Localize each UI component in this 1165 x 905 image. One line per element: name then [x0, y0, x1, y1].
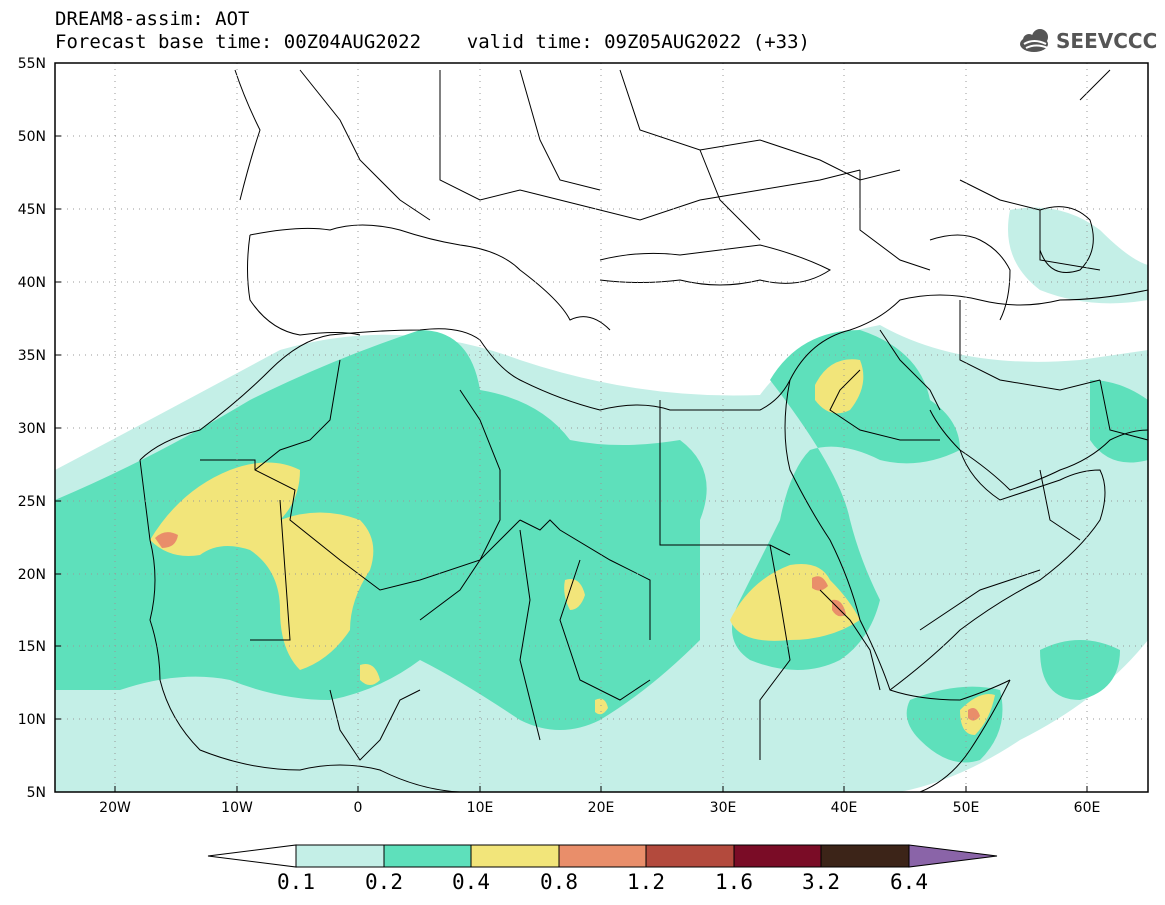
- lat-label: 20N: [18, 567, 46, 583]
- lat-label: 50N: [18, 129, 46, 145]
- border: [659, 400, 791, 556]
- lon-label: 10W: [221, 800, 253, 816]
- logo-text: SEEVCCC: [1056, 29, 1157, 53]
- border: [859, 170, 931, 271]
- colorbar: [207, 844, 998, 868]
- aot-level-0.4: [564, 579, 585, 610]
- border: [1099, 379, 1148, 441]
- coastline: [919, 679, 1011, 792]
- border: [299, 69, 431, 221]
- border: [819, 589, 881, 691]
- border: [419, 389, 501, 621]
- coastline: [247, 234, 361, 336]
- lon-label: 10E: [467, 800, 494, 816]
- lon-label: 30E: [710, 800, 737, 816]
- lat-label: 55N: [18, 56, 46, 72]
- lon-label: 60E: [1074, 800, 1101, 816]
- border: [254, 359, 341, 471]
- lon-labels: 20W 10W 0 10E 20E 30E 40E 50E 60E: [99, 800, 1100, 816]
- colorbar-swatch: [383, 844, 472, 868]
- colorbar-swatch: [820, 844, 910, 868]
- aot-level-0.4: [360, 664, 380, 685]
- coastline: [1039, 206, 1094, 273]
- border: [699, 149, 761, 241]
- coastline: [929, 234, 1011, 321]
- aot-level-0.4: [815, 359, 864, 414]
- border: [959, 179, 1041, 211]
- lon-label: 0: [354, 800, 363, 816]
- border: [439, 70, 861, 221]
- colorbar-over-arrow: [908, 844, 998, 868]
- colorbar-swatch: [733, 844, 822, 868]
- lon-label: 50E: [953, 800, 980, 816]
- lat-label: 25N: [18, 494, 46, 510]
- colorbar-swatch: [558, 844, 647, 868]
- colorbar-label: 0.1: [277, 870, 315, 894]
- aot-field: [55, 207, 1148, 792]
- colorbar-label: 1.2: [627, 870, 665, 894]
- aot-level-0.2: [1040, 640, 1120, 700]
- graticule: [55, 63, 1148, 792]
- aot-level-0.4: [150, 462, 374, 670]
- colorbar-swatch: [470, 844, 560, 868]
- border: [559, 559, 651, 701]
- colorbar-label: 1.6: [715, 870, 753, 894]
- coastline: [139, 459, 461, 792]
- border: [200, 459, 521, 591]
- map-subtitle: Forecast base time: 00Z04AUG2022 valid t…: [55, 31, 810, 53]
- colorbar-label: 3.2: [802, 870, 840, 894]
- aot-level-0.8: [812, 576, 828, 591]
- lat-label: 10N: [18, 712, 46, 728]
- coastline: [889, 409, 1106, 691]
- coastline: [234, 69, 261, 201]
- border: [759, 544, 791, 760]
- border: [519, 69, 601, 191]
- lon-label: 40E: [831, 800, 858, 816]
- border: [1079, 69, 1111, 101]
- colorbar-label: 6.4: [890, 870, 928, 894]
- coastline: [599, 244, 831, 286]
- colorbar-label: 0.4: [452, 870, 490, 894]
- border: [519, 519, 651, 640]
- coastline: [789, 289, 1148, 381]
- colorbar-label: 0.8: [540, 870, 578, 894]
- coastline: [249, 224, 611, 331]
- ticks: [55, 62, 1088, 793]
- border: [959, 300, 1101, 391]
- border: [879, 329, 941, 411]
- lat-label: 5N: [27, 785, 46, 801]
- lat-label: 15N: [18, 639, 46, 655]
- lat-labels: 55N 50N 45N 40N 35N 30N 25N 20N 15N 10N …: [18, 56, 46, 801]
- aot-level-0.1: [1008, 207, 1148, 304]
- aot-level-0.4: [730, 564, 860, 641]
- border: [619, 69, 901, 181]
- coastline: [784, 379, 1011, 701]
- lat-label: 40N: [18, 275, 46, 291]
- border: [329, 689, 421, 761]
- lon-label: 20E: [588, 800, 615, 816]
- border: [1039, 469, 1081, 541]
- aot-level-0.4: [595, 698, 608, 715]
- aot-level-0.2: [55, 330, 707, 730]
- cloud-icon: [1020, 29, 1049, 52]
- colorbar-label: 0.2: [365, 870, 403, 894]
- colorbar-under-arrow: [207, 844, 297, 868]
- border: [519, 529, 541, 741]
- lat-label: 45N: [18, 202, 46, 218]
- colorbar-swatch: [645, 844, 735, 868]
- seevccc-logo: SEEVCCC: [1020, 29, 1157, 53]
- aot-level-0.8: [968, 708, 980, 721]
- lat-label: 30N: [18, 421, 46, 437]
- border: [829, 369, 940, 441]
- map-title: DREAM8-assim: AOT: [55, 8, 250, 30]
- aot-level-0.8: [155, 532, 178, 548]
- colorbar-swatch: [295, 844, 385, 868]
- border: [250, 499, 291, 641]
- lon-label: 20W: [99, 800, 131, 816]
- coastline: [959, 429, 1148, 491]
- border: [1039, 210, 1101, 271]
- lat-label: 35N: [18, 348, 46, 364]
- border: [919, 569, 1041, 631]
